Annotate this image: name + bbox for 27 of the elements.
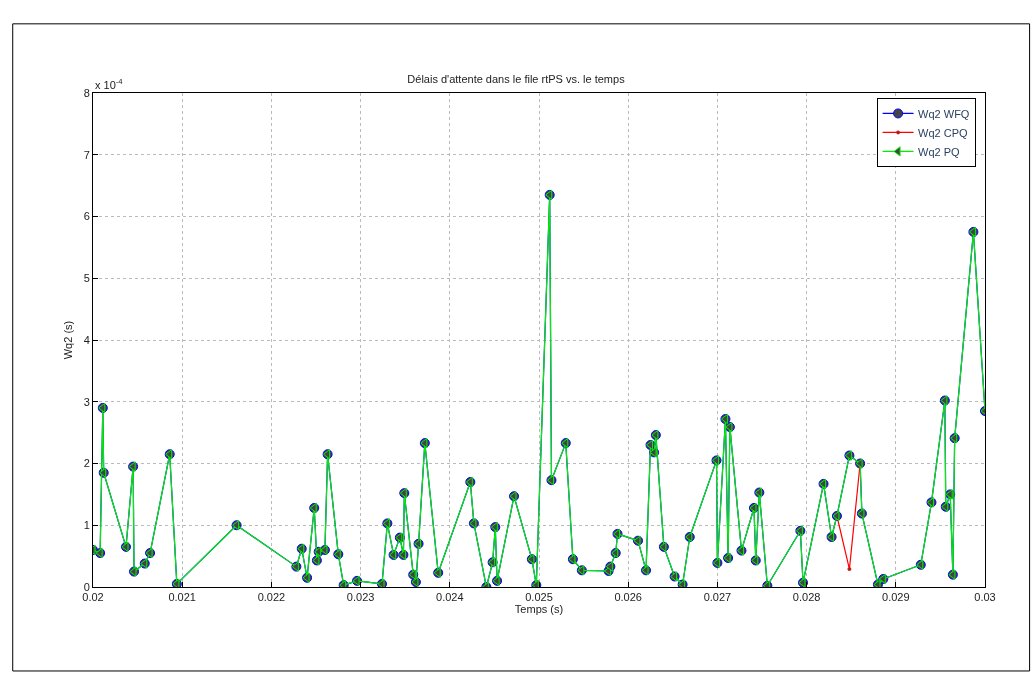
y-tick-label: 7 xyxy=(83,148,90,161)
y-tick-label: 0 xyxy=(83,580,90,593)
legend-label: Wq2 CPQ xyxy=(918,126,969,139)
x-tick-label: 0.022 xyxy=(257,591,286,604)
y-tick-label: 3 xyxy=(83,395,90,408)
y-tick-label: 8 xyxy=(83,86,90,99)
x-tick-label: 0.029 xyxy=(882,591,910,604)
x-tick-label: 0.023 xyxy=(346,591,375,604)
x-tick-label: 0.02 xyxy=(82,591,104,604)
chart-title: Délais d'attente dans le file rtPS vs. le temps xyxy=(407,72,626,85)
x-tick-label: 0.028 xyxy=(792,591,821,604)
x-tick-label: 0.026 xyxy=(614,591,642,604)
y-tick-label: 2 xyxy=(83,457,90,470)
y-tick-label: 4 xyxy=(83,333,90,346)
x-tick-label: 0.024 xyxy=(436,591,464,604)
y-axis-title: Wq2 (s) xyxy=(62,320,75,360)
legend-label: Wq2 WFQ xyxy=(918,107,970,120)
x-tick-label: 0.025 xyxy=(525,591,553,604)
x-tick-label: 0.027 xyxy=(703,591,732,604)
y-tick-label: 1 xyxy=(83,519,90,532)
x-tick-label: 0.03 xyxy=(974,591,996,604)
text: x 10$^{-4}$ xyxy=(95,77,124,91)
legend-label: Wq2 PQ xyxy=(918,145,961,158)
x-tick-label: 0.021 xyxy=(168,591,196,604)
y-tick-label: 6 xyxy=(83,210,90,223)
x-axis-title: Temps (s) xyxy=(514,603,564,616)
y-tick-label: 5 xyxy=(83,272,90,285)
